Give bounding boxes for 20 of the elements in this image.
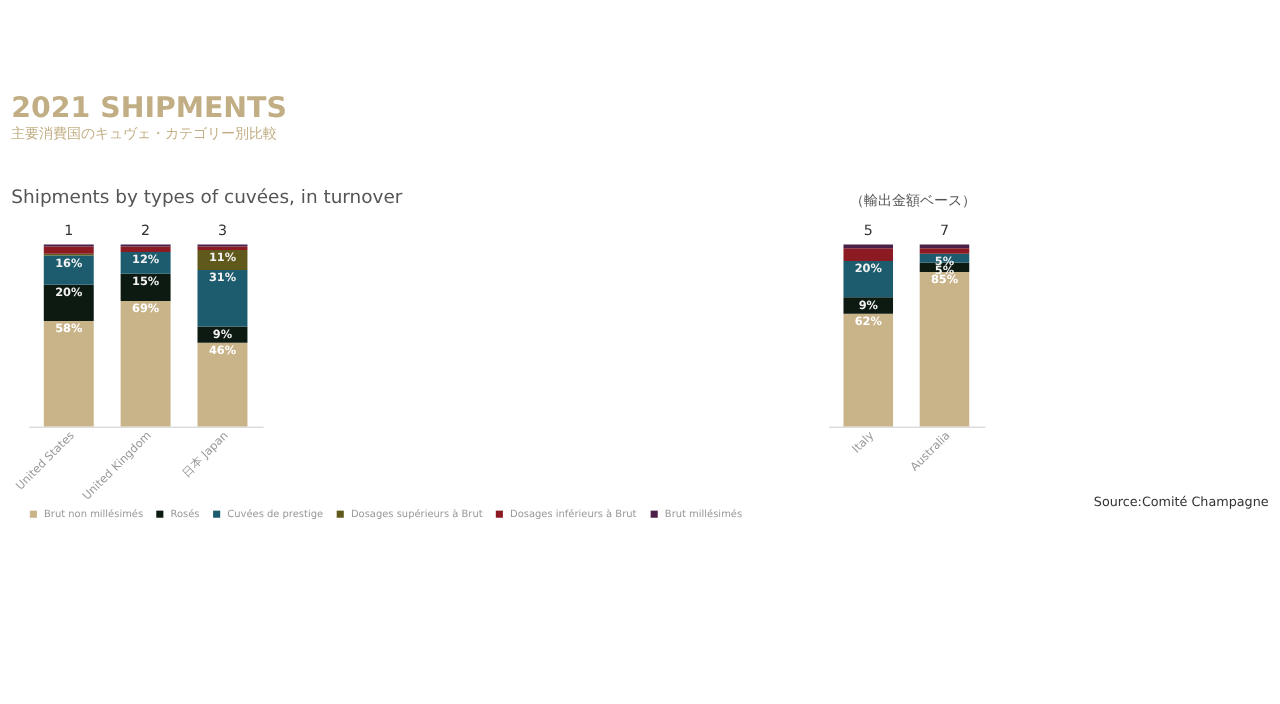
bar xyxy=(843,260,894,298)
bar xyxy=(197,342,248,427)
annotation: 7 xyxy=(939,220,949,239)
bar xyxy=(120,246,171,252)
bar xyxy=(43,321,94,427)
bar xyxy=(919,248,970,254)
annotation: 2 xyxy=(141,220,151,239)
chart-title: 2021 SHIPMENTS xyxy=(11,92,287,125)
bar xyxy=(197,270,248,327)
bar xyxy=(919,271,970,427)
bar xyxy=(43,246,94,254)
bar xyxy=(843,313,894,427)
bar xyxy=(120,300,171,427)
text: （輸出金額ベース） xyxy=(849,190,976,209)
annotation: 5 xyxy=(863,220,873,239)
chart-subtitle: 主要消費国のキュヴェ・カテゴリー別比較 xyxy=(11,124,278,143)
annotation: 3 xyxy=(217,220,227,239)
annotation: 1 xyxy=(64,220,74,239)
text: Shipments by types of cuvées, in turnover xyxy=(11,187,403,210)
bar xyxy=(843,248,894,261)
